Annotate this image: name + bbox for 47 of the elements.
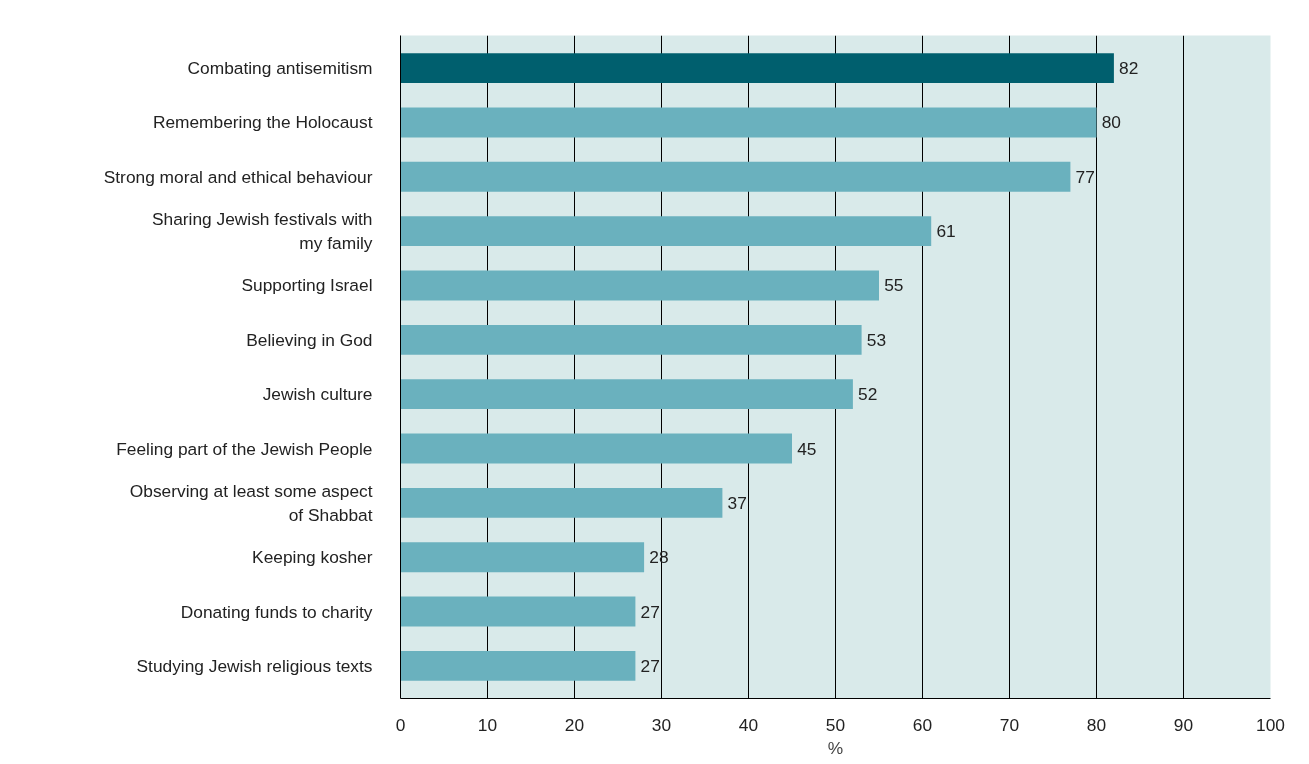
y-tick-label: Donating funds to charity (180, 601, 373, 622)
x-tick-label: 70 (999, 714, 1020, 735)
bar (400, 324, 862, 355)
y-tick-label: Remembering the Holocaust (152, 112, 373, 133)
bar (400, 107, 1097, 138)
data-label: 55 (884, 275, 904, 296)
data-label: 82 (1119, 58, 1139, 79)
x-tick-label: 20 (564, 714, 585, 735)
data-label: 53 (866, 329, 887, 350)
x-tick-label: 90 (1173, 714, 1194, 735)
data-label: 52 (858, 384, 878, 405)
bar (400, 433, 792, 464)
bar (400, 53, 1114, 84)
x-axis-title: % (827, 737, 844, 758)
x-tick-label: 10 (477, 714, 498, 735)
bar (400, 542, 645, 573)
data-label: 27 (640, 601, 660, 622)
bar (400, 487, 723, 518)
x-tick-label: 50 (825, 714, 846, 735)
bar (400, 216, 932, 247)
x-tick-label: 30 (651, 714, 672, 735)
data-label: 80 (1101, 112, 1121, 133)
x-tick-label: 0 (395, 714, 406, 735)
y-tick-label: Combating antisemitism (187, 58, 373, 79)
x-tick-label: 40 (738, 714, 759, 735)
data-label: 77 (1075, 166, 1095, 187)
data-label: 37 (727, 492, 747, 513)
y-tick-label: Jewish culture (262, 384, 373, 405)
bar (400, 270, 879, 301)
data-label: 45 (797, 438, 817, 459)
y-tick-label: Believing in God (246, 329, 373, 350)
x-tick-label: 60 (912, 714, 933, 735)
y-tick-label: Strong moral and ethical behaviour (103, 166, 373, 187)
data-label: 27 (640, 655, 660, 676)
y-tick-label: Studying Jewish religious texts (136, 655, 373, 676)
bar (400, 161, 1071, 192)
y-tick-label: Sharing Jewish festivals with my family (151, 209, 373, 254)
data-label: 61 (936, 221, 956, 242)
y-tick-label: Feeling part of the Jewish People (116, 438, 373, 459)
x-tick-label: 100 (1256, 714, 1285, 735)
x-tick-label: 80 (1086, 714, 1107, 735)
y-tick-label: Keeping kosher (252, 547, 373, 568)
y-tick-label: Observing at least some aspect of Shabbat (129, 480, 373, 525)
bar (400, 596, 636, 627)
bar (400, 650, 636, 681)
y-tick-label: Supporting Israel (241, 275, 373, 296)
bar (400, 379, 853, 410)
